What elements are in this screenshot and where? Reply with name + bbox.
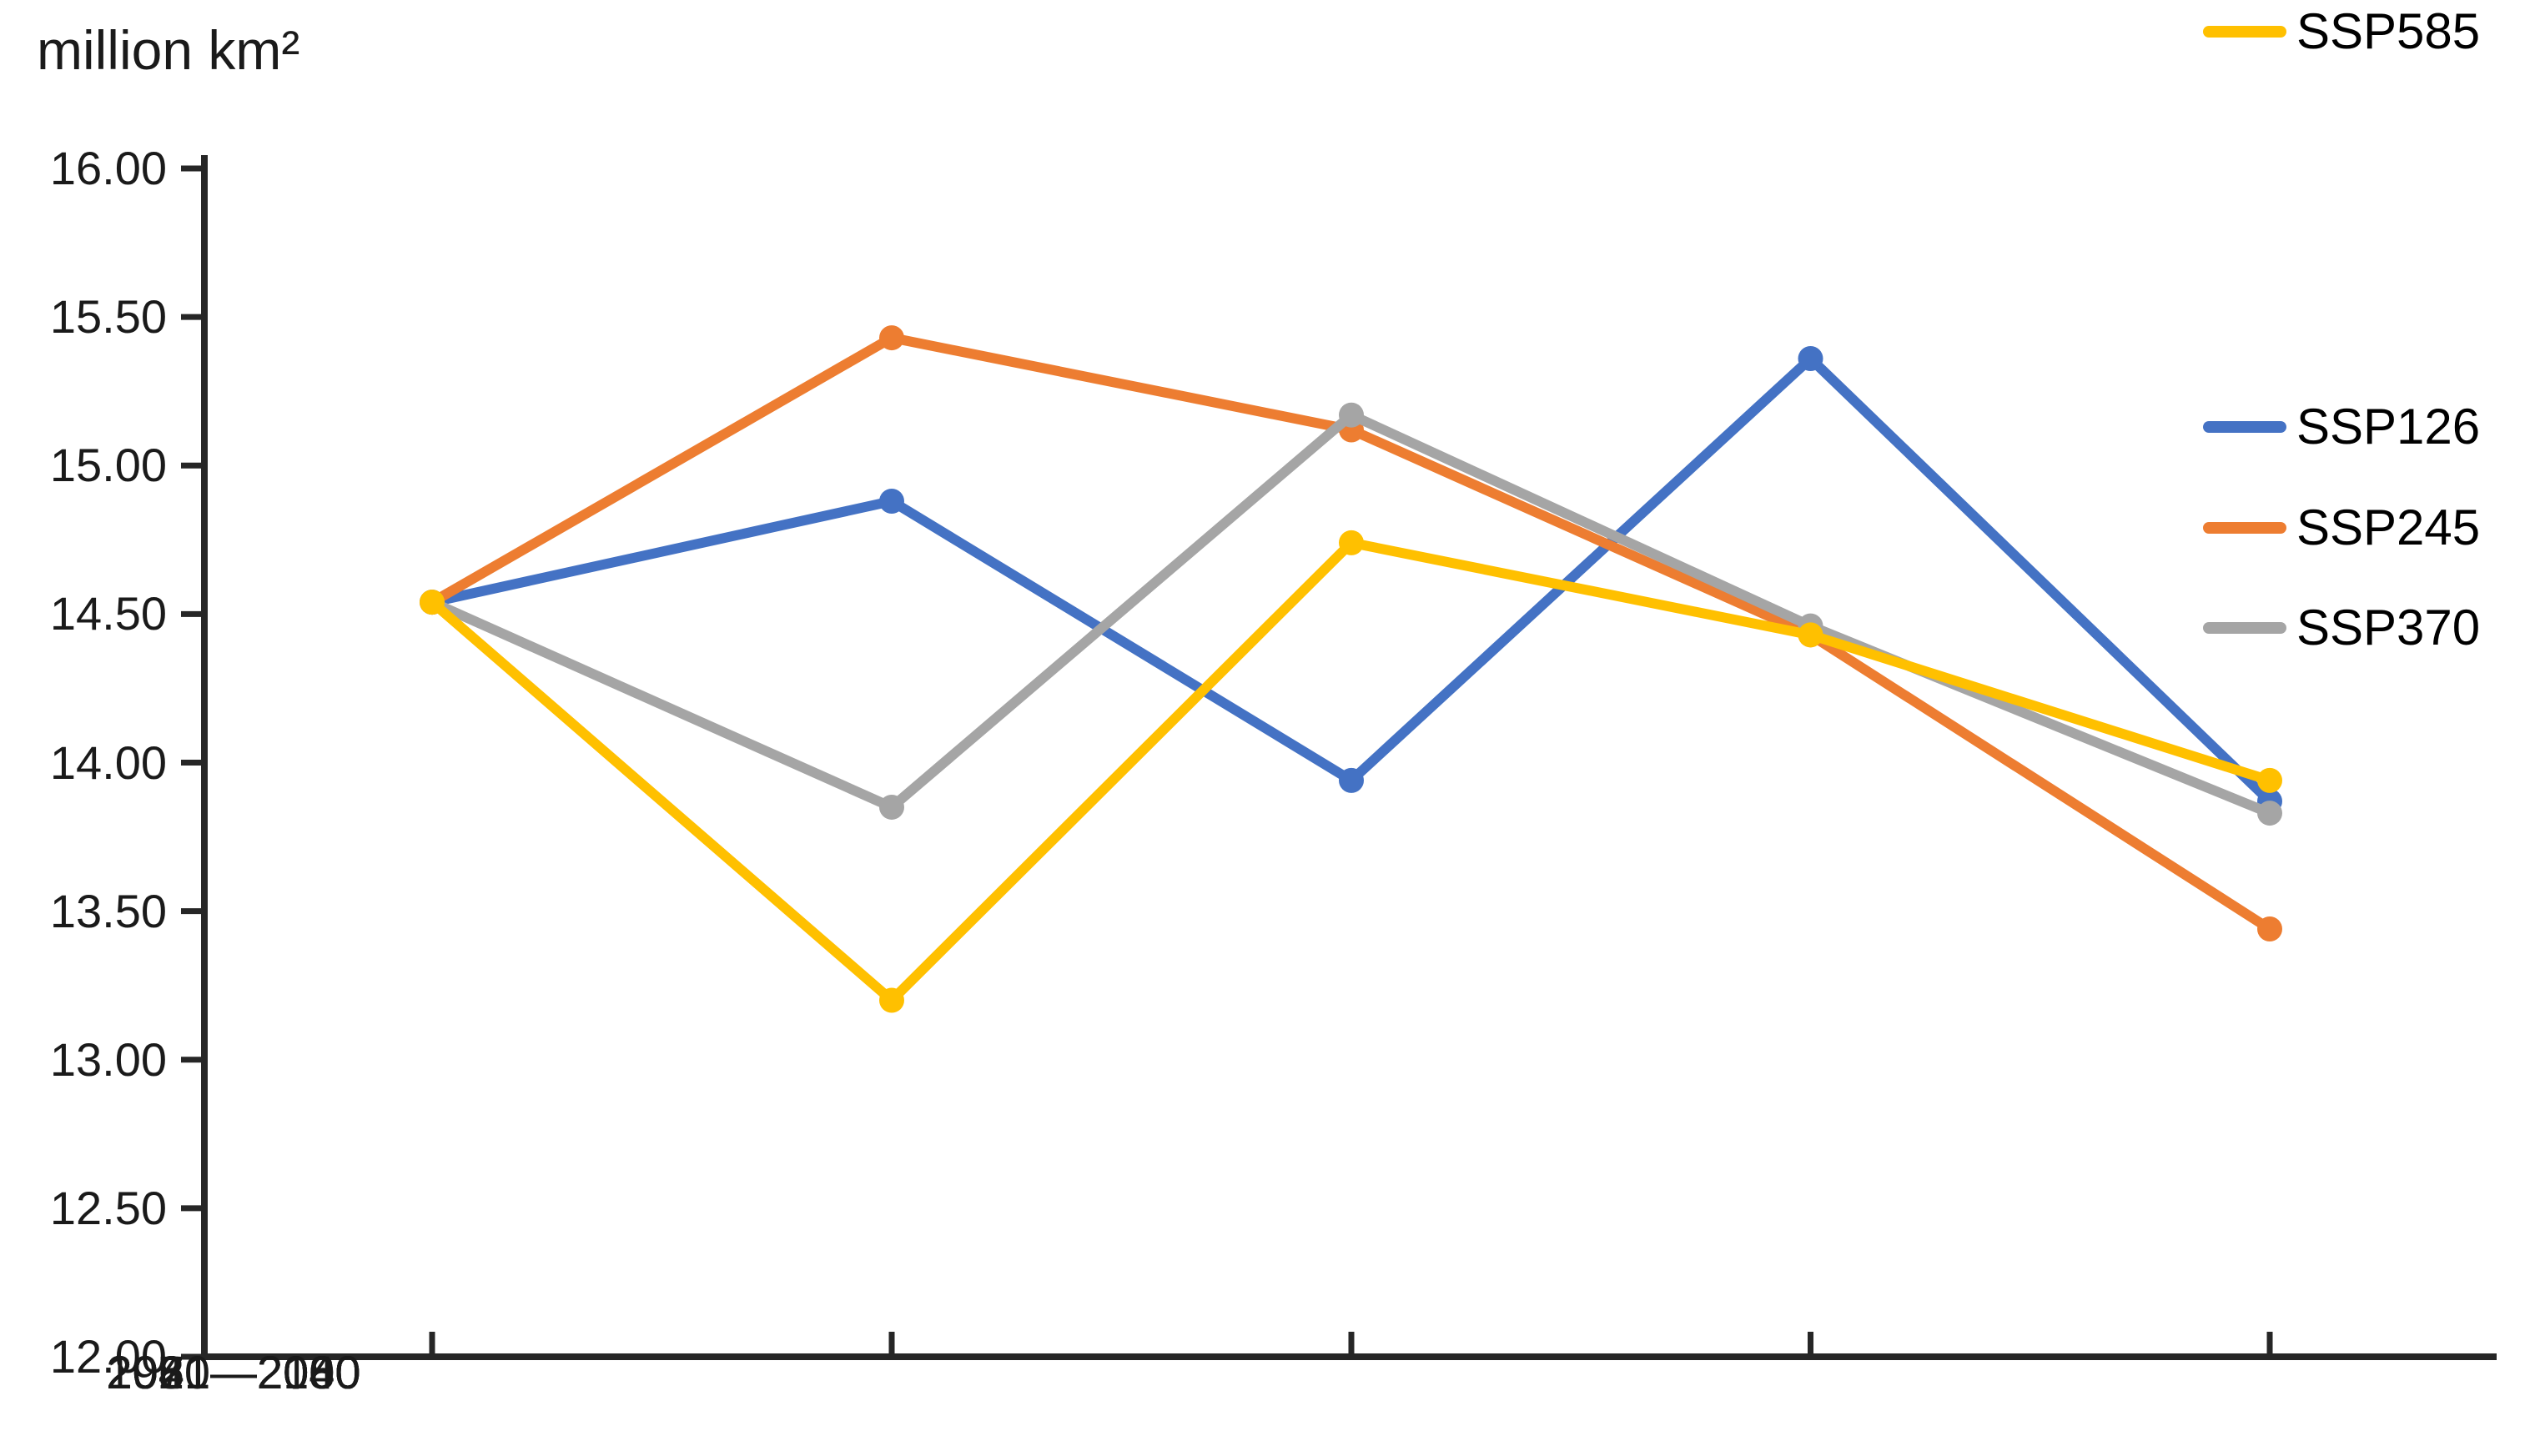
legend-label: SSP370 (2296, 600, 2481, 655)
legend-label: SSP126 (2296, 399, 2481, 454)
legend-swatch-ssp126 (2203, 421, 2286, 433)
y-axis-tick-label: 15.50 (49, 290, 167, 343)
legend-item-ssp126: SSP126 (2203, 395, 2480, 459)
legend-label: SSP245 (2296, 500, 2481, 555)
legend-item-ssp245: SSP245 (2203, 496, 2480, 560)
y-axis-tick-label: 15.00 (49, 439, 167, 491)
y-axis-tick-label: 12.50 (49, 1182, 167, 1234)
y-axis-tick-label: 13.50 (49, 885, 167, 937)
y-axis-tick-label: 16.00 (49, 142, 167, 194)
x-axis-tick-label: 2041—2060 (106, 1346, 361, 1398)
legend-swatch-ssp245 (2203, 522, 2286, 534)
x-axis-tick-label: 2021—2040 (106, 1346, 361, 1398)
x-axis-tick-label: 1970—2000 (106, 1346, 361, 1398)
legend-item-ssp370: SSP370 (2203, 596, 2480, 660)
y-axis-tick-label: 14.00 (49, 736, 167, 789)
y-axis-tick-label: 14.50 (49, 587, 167, 640)
y-axis-tick-label: 12.00 (49, 1330, 167, 1383)
legend-swatch-ssp370 (2203, 622, 2286, 634)
chart-title: million km² (37, 19, 300, 81)
legend-swatch-ssp585 (2203, 26, 2286, 38)
legend-label: SSP585 (2296, 3, 2481, 59)
x-axis-tick-label: 2081—2100 (106, 1346, 361, 1398)
x-axis-tick-label: 2061—2080 (106, 1346, 361, 1398)
legend-item-ssp585: SSP585 (2203, 0, 2480, 63)
y-axis-tick-label: 13.00 (49, 1033, 167, 1086)
